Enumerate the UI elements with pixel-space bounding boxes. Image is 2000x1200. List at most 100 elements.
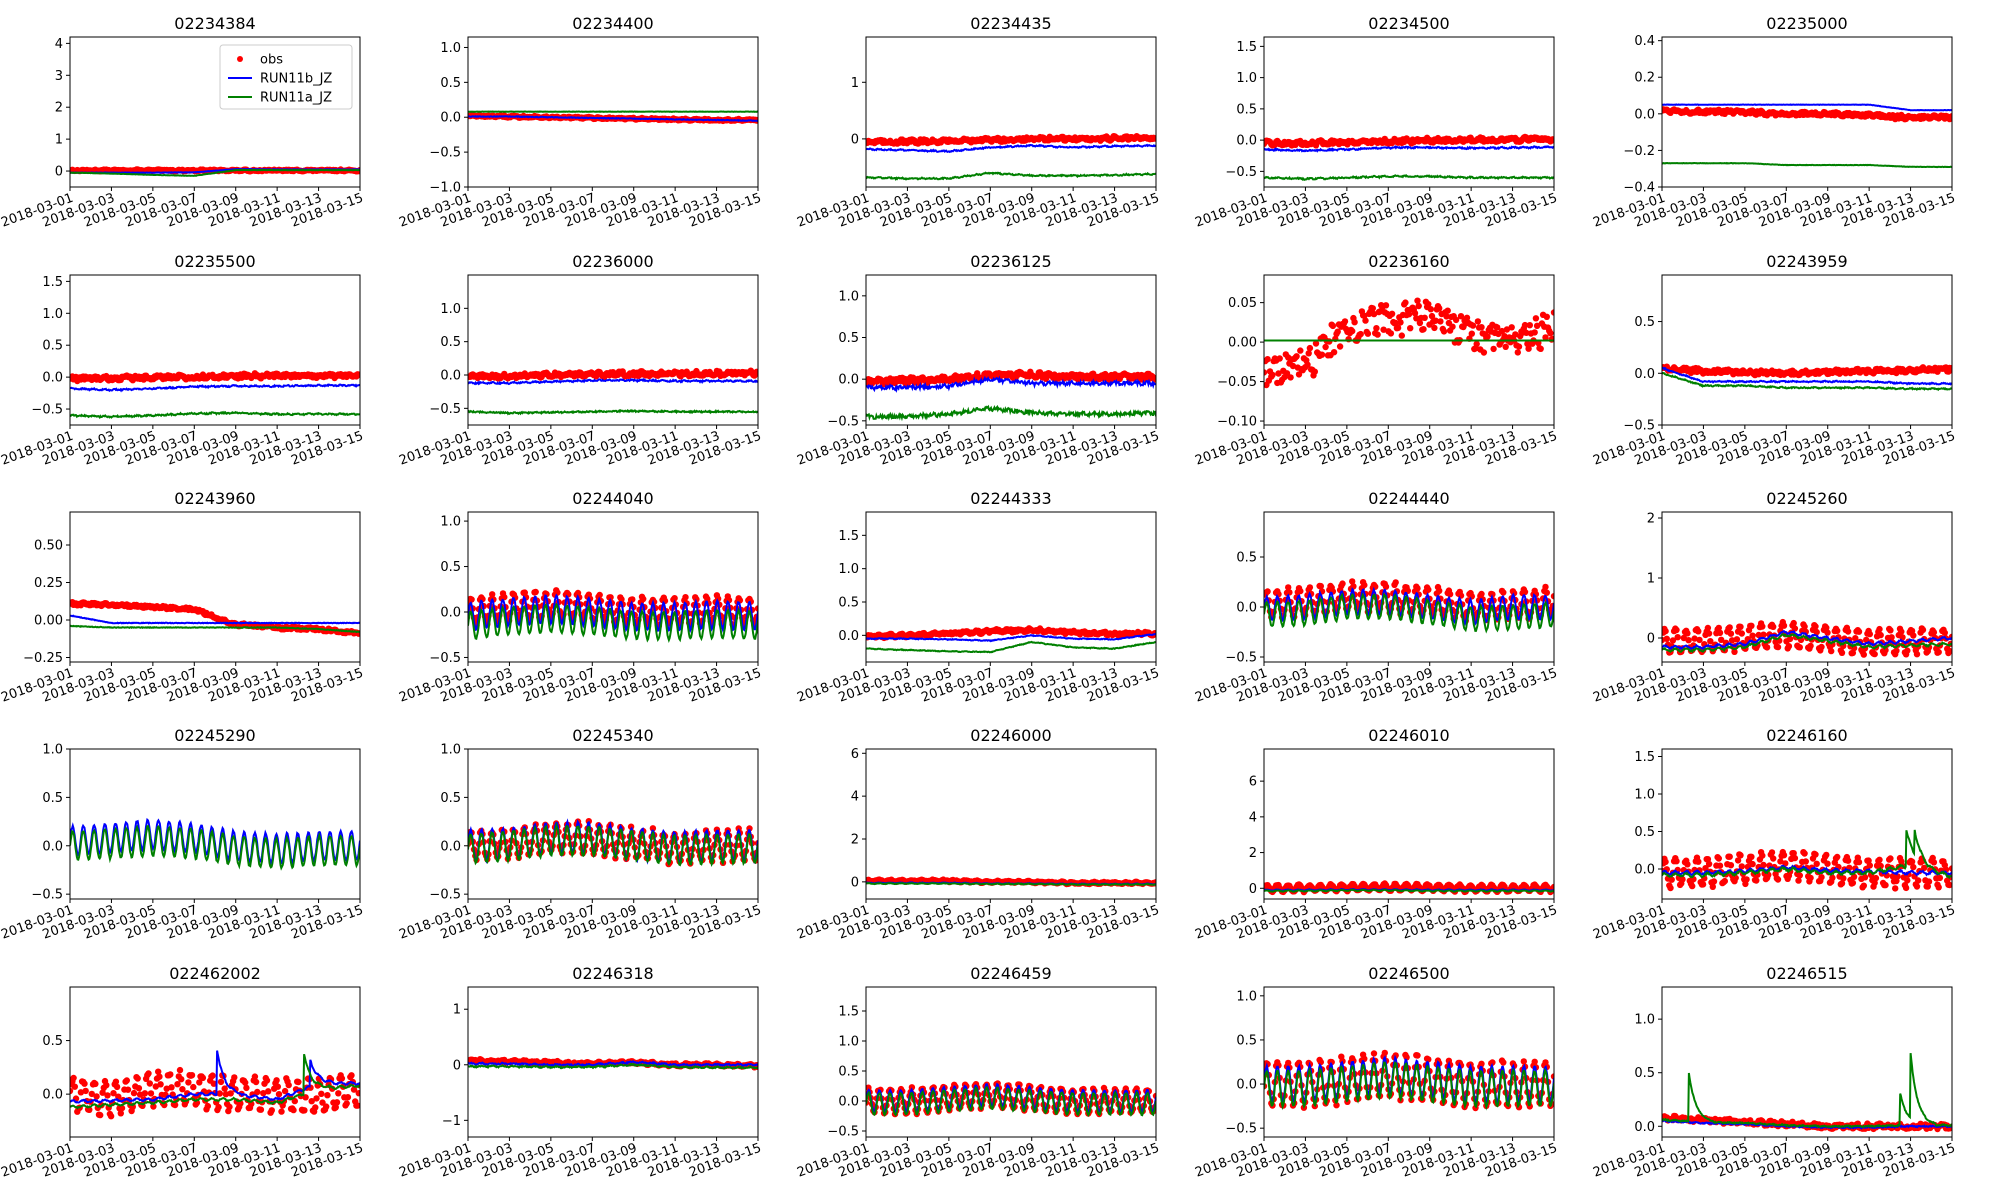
obs-point [1317, 582, 1325, 590]
y-tick-label: 0 [1249, 882, 1257, 897]
y-tick-label: 4 [851, 790, 859, 805]
obs-point [1443, 313, 1450, 320]
obs-point [1786, 635, 1794, 643]
y-tick-label: 0.4 [1634, 34, 1655, 49]
obs-point [1543, 313, 1551, 320]
plot-area [1264, 578, 1554, 634]
subplot-title: 02246000 [970, 726, 1051, 745]
obs-point [1537, 345, 1544, 352]
axes-frame [1263, 748, 1555, 900]
series-RUN11a_JZ [1264, 592, 1554, 634]
obs-point [1738, 630, 1746, 637]
y-tick-label: 2 [851, 833, 859, 848]
y-tick-label: −0.5 [429, 402, 461, 417]
subplot-title: 02243959 [1766, 252, 1847, 271]
obs-point [1531, 329, 1538, 336]
obs-point [1413, 315, 1420, 322]
obs-point [1269, 371, 1276, 379]
obs-point [1382, 302, 1390, 309]
obs-point [1469, 322, 1477, 329]
y-tick-label: 0.0 [42, 371, 63, 386]
axes-frame [865, 511, 1157, 663]
obs-point [1718, 636, 1725, 643]
obs-point [1521, 588, 1529, 596]
subplot-title: 02244040 [572, 489, 653, 508]
obs-point [682, 594, 689, 601]
obs-point [1414, 297, 1421, 304]
obs-point [1515, 343, 1523, 350]
series-RUN11a_JZ [468, 408, 758, 416]
obs-point [627, 823, 635, 830]
obs-point [1297, 347, 1304, 354]
series-obs [70, 370, 360, 385]
obs-point [1707, 638, 1714, 645]
y-tick-label: 0.00 [34, 614, 63, 629]
obs-point [1705, 860, 1713, 868]
y-tick-label: 2 [1647, 512, 1655, 527]
subplot-02236000: 02236000−0.50.00.51.02018-03-012018-03-0… [397, 252, 763, 469]
axes-frame [467, 511, 759, 663]
obs-point [1524, 340, 1531, 348]
series-RUN11b_JZ [468, 593, 758, 634]
subplot-02244040: 02244040−0.50.00.51.02018-03-012018-03-0… [397, 489, 763, 706]
obs-point [1339, 580, 1346, 587]
series-RUN11a_JZ [866, 404, 1156, 422]
y-tick-label: −0.5 [1225, 651, 1257, 666]
y-tick-label: 1.0 [440, 515, 461, 530]
series-RUN11b_JZ [1264, 145, 1554, 153]
obs-point [501, 593, 508, 601]
subplot-title: 02245260 [1766, 489, 1847, 508]
y-tick-label: 0.05 [1228, 296, 1257, 311]
obs-point [1305, 350, 1312, 357]
obs-point [1749, 632, 1756, 639]
subplot-02245340: 02245340−0.50.00.51.02018-03-012018-03-0… [397, 726, 763, 943]
obs-point [1662, 627, 1669, 635]
y-tick-label: 0.0 [838, 373, 859, 388]
obs-point [1498, 327, 1506, 335]
obs-point [1374, 331, 1381, 338]
plot-area [468, 587, 758, 644]
series-RUN11b_JZ [1662, 366, 1952, 386]
obs-point [1478, 590, 1485, 598]
plot-area [1662, 829, 1952, 892]
y-tick-label: 6 [851, 747, 859, 762]
obs-point [1733, 636, 1741, 643]
series-RUN11a_JZ [866, 171, 1156, 181]
obs-point [1387, 330, 1395, 337]
y-tick-label: −0.4 [1623, 181, 1655, 196]
obs-point [1760, 631, 1767, 638]
legend-label: RUN11a_JZ [260, 91, 332, 106]
obs-point [1935, 648, 1942, 656]
obs-point [1715, 624, 1723, 632]
y-tick-label: 0.25 [34, 576, 63, 591]
y-tick-label: 1.0 [838, 289, 859, 304]
y-tick-label: 1.0 [838, 562, 859, 577]
obs-point [1684, 630, 1691, 637]
obs-point [1542, 334, 1549, 341]
series-RUN11a_JZ [1662, 633, 1952, 654]
obs-point [1812, 623, 1819, 630]
y-tick-label: 0 [1647, 632, 1655, 647]
obs-point [1887, 627, 1894, 634]
y-tick-label: 0.0 [440, 111, 461, 126]
obs-point [1715, 855, 1723, 862]
y-tick-label: 1.0 [440, 41, 461, 56]
obs-point [1910, 632, 1917, 639]
plot-area [468, 818, 758, 868]
subplot-02236125: 02236125−0.50.00.51.02018-03-012018-03-0… [795, 252, 1161, 469]
plot-area [1662, 363, 1952, 392]
obs-point [1286, 589, 1293, 596]
obs-point [1685, 637, 1692, 644]
y-tick-label: 0 [851, 875, 859, 890]
plot-area [1264, 297, 1554, 389]
obs-point [618, 596, 625, 603]
y-tick-label: 0.0 [1634, 107, 1655, 122]
obs-point [1402, 299, 1409, 306]
y-tick-label: −1.0 [429, 181, 461, 196]
subplot-02245290: 02245290−0.50.00.51.02018-03-012018-03-0… [0, 726, 365, 943]
obs-point [1468, 330, 1476, 337]
obs-point [1264, 356, 1271, 363]
plot-area [866, 368, 1156, 422]
obs-point [1759, 623, 1766, 630]
obs-point [1436, 305, 1443, 312]
